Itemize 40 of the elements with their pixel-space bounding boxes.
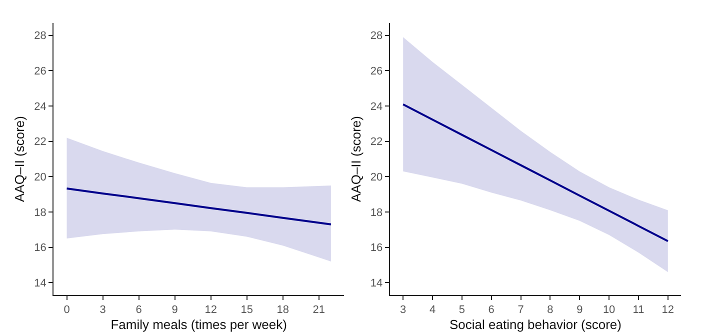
x-tick-label: 4 — [429, 304, 436, 316]
x-tick-label: 9 — [172, 304, 178, 316]
x-tick-label: 0 — [64, 304, 70, 316]
y-tick-label: 20 — [34, 172, 46, 184]
x-tick-label: 12 — [662, 304, 674, 316]
x-tick-label: 7 — [518, 304, 524, 316]
y-tick-label: 28 — [370, 30, 383, 42]
y-tick-label: 24 — [34, 100, 46, 113]
y-axis-title: AAQ–II (score) — [348, 116, 364, 202]
x-axis-title: Family meals (times per week) — [110, 316, 287, 332]
line-series — [66, 188, 332, 226]
y-tick-label: 14 — [370, 278, 383, 290]
x-tick-label: 21 — [312, 304, 326, 316]
x-tick-label: 9 — [576, 304, 583, 316]
y-tick-label: 20 — [370, 172, 383, 184]
y-tick-label: 16 — [370, 242, 383, 254]
line-series — [402, 103, 669, 242]
x-tick-label: 5 — [458, 304, 465, 316]
y-tick-label: 16 — [34, 242, 46, 254]
y-tick-label: 26 — [34, 66, 46, 78]
x-tick-label: 15 — [240, 304, 254, 316]
x-tick-label: 8 — [547, 304, 554, 316]
y-tick-label: 14 — [34, 278, 46, 290]
x-axis-title: Social eating behavior (score) — [450, 316, 622, 332]
y-tick-label: 22 — [370, 136, 383, 148]
x-tick-label: 12 — [204, 304, 217, 316]
y-tick-label: 24 — [370, 100, 383, 113]
x-tick-label: 11 — [632, 304, 644, 316]
y-tick-label: 26 — [370, 66, 383, 78]
x-tick-label: 3 — [400, 304, 406, 316]
y-tick-label: 18 — [34, 206, 46, 219]
y-axis-title: AAQ–II (score) — [12, 116, 28, 202]
x-tick-label: 10 — [602, 304, 616, 316]
y-tick-label: 18 — [370, 206, 383, 219]
x-tick-label: 6 — [136, 304, 142, 316]
y-tick-label: 28 — [34, 30, 46, 42]
x-tick-label: 3 — [100, 304, 106, 316]
y-tick-label: 22 — [34, 136, 46, 148]
x-tick-label: 18 — [276, 304, 290, 316]
x-tick-label: 6 — [488, 304, 494, 316]
